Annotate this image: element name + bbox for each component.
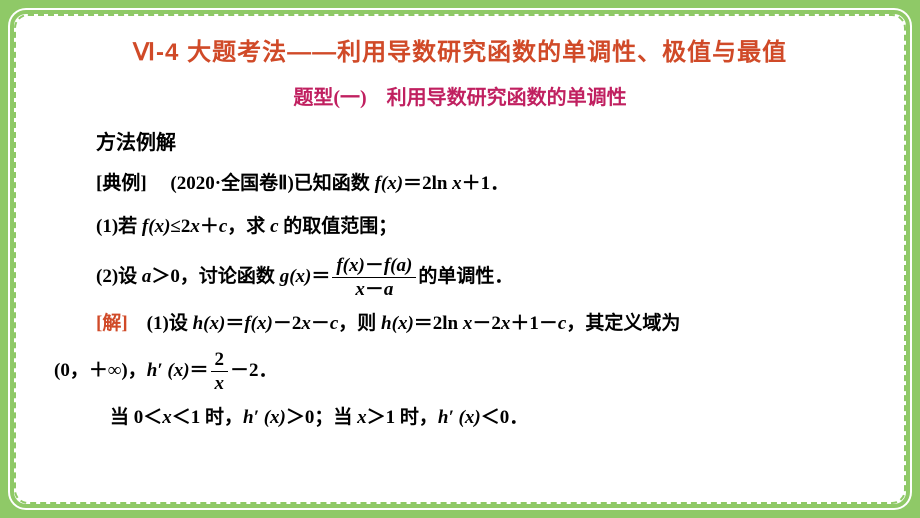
q1-plus: ＋ bbox=[200, 216, 219, 237]
stem-x: x bbox=[452, 173, 462, 194]
q2-a: a bbox=[142, 266, 152, 287]
sol-dom: ，其定义域为 bbox=[566, 313, 680, 334]
sol3d: h′ (x) bbox=[243, 407, 286, 428]
solution-line-3: 当 0＜x＜1 时，h′ (x)＞0；当 x＞1 时，h′ (x)＜0． bbox=[110, 405, 866, 432]
q1-op: ≤2 bbox=[170, 216, 190, 237]
method-header: 方法例解 bbox=[96, 126, 866, 155]
sol-h: h(x) bbox=[193, 313, 226, 334]
solution-line-2: (0，＋∞)，h′ (x)＝ 2 x －2． bbox=[54, 350, 866, 393]
sol3f: x bbox=[357, 407, 367, 428]
sol-f: f(x) bbox=[244, 313, 272, 334]
sol-eq: ＝ bbox=[225, 313, 244, 334]
stem-eq: ＝ bbox=[403, 173, 422, 194]
sol-m2x: －2 bbox=[273, 313, 302, 334]
solution-line-1: [解] (1)设 h(x)＝f(x)－2x－c，则 h(x)＝2ln x－2x＋… bbox=[96, 311, 866, 338]
slide-frame: Ⅵ-4 大题考法——利用导数研究函数的单调性、极值与最值 题型(一) 利用导数研… bbox=[8, 8, 912, 510]
example-source: (2020·全国卷Ⅱ) bbox=[151, 173, 293, 194]
q1-tail: 的取值范围； bbox=[279, 216, 398, 237]
sol3g: ＞1 时， bbox=[367, 407, 438, 428]
q2-g: g(x) bbox=[280, 266, 312, 287]
sol-frac-den: x bbox=[215, 373, 225, 394]
sol-x2: x bbox=[463, 313, 473, 334]
main-title: Ⅵ-4 大题考法——利用导数研究函数的单调性、极值与最值 bbox=[54, 32, 866, 67]
sol-eq2: ＝2ln bbox=[414, 313, 463, 334]
q1-x: x bbox=[190, 216, 200, 237]
q1-f: f(x) bbox=[142, 216, 170, 237]
sol3c: ＜1 时， bbox=[172, 407, 243, 428]
slide-content: Ⅵ-4 大题考法——利用导数研究函数的单调性、极值与最值 题型(一) 利用导数研… bbox=[10, 10, 910, 452]
sub-title: 题型(一) 利用导数研究函数的单调性 bbox=[54, 81, 866, 110]
sol3e: ＞0；当 bbox=[286, 407, 357, 428]
q2-den-b: a bbox=[384, 279, 394, 300]
sol3i: ＜0． bbox=[481, 407, 529, 428]
sol-p1: ＋1－ bbox=[510, 313, 558, 334]
sol3h: h′ (x) bbox=[438, 407, 481, 428]
sol-frac-num: 2 bbox=[211, 350, 229, 372]
q2-den-op: － bbox=[365, 279, 384, 300]
src-bold: 全国卷 bbox=[221, 173, 278, 194]
sol-dom2: (0，＋∞)， bbox=[54, 360, 147, 381]
q2-num-a: f(x) bbox=[336, 255, 364, 276]
src-prefix: (2020· bbox=[170, 173, 221, 194]
solution-label: [解] bbox=[96, 313, 128, 334]
q2-pre: 设 bbox=[118, 266, 142, 287]
sol-then: ，则 bbox=[338, 313, 381, 334]
stem-fx: f(x) bbox=[375, 173, 403, 194]
q1-c2: c bbox=[270, 216, 278, 237]
sol-x3: x bbox=[501, 313, 511, 334]
sol-x: x bbox=[301, 313, 311, 334]
sol-m2x2: －2 bbox=[472, 313, 501, 334]
sol3b: x bbox=[162, 407, 172, 428]
q2-eq: ＝ bbox=[311, 266, 330, 287]
sol3a: 当 0＜ bbox=[110, 407, 162, 428]
q2-num-b: f(a) bbox=[384, 255, 412, 276]
sol-eq3: ＝ bbox=[190, 360, 209, 381]
sol-hp: h′ (x) bbox=[147, 360, 190, 381]
question-2: (2)设 a＞0，讨论函数 g(x)＝ f(x)－f(a) x－a 的单调性． bbox=[96, 256, 866, 299]
q1-label: (1) bbox=[96, 216, 118, 237]
q2-label: (2) bbox=[96, 266, 118, 287]
sol-frac: 2 x bbox=[211, 350, 229, 393]
q1-post: ，求 bbox=[227, 216, 270, 237]
stem-text: 已知函数 bbox=[294, 173, 375, 194]
q2-fraction: f(x)－f(a) x－a bbox=[332, 256, 416, 299]
q1-pre: 若 bbox=[118, 216, 142, 237]
question-1: (1)若 f(x)≤2x＋c，求 c 的取值范围； bbox=[96, 214, 866, 241]
stem-2ln: 2ln bbox=[422, 173, 452, 194]
sol-m2: －2． bbox=[230, 360, 278, 381]
q2-gt: ＞0，讨论函数 bbox=[151, 266, 279, 287]
sol-mc: － bbox=[311, 313, 330, 334]
sol-h2: h(x) bbox=[381, 313, 414, 334]
q2-tail: 的单调性． bbox=[418, 266, 513, 287]
stem-tail: ＋1． bbox=[462, 173, 510, 194]
example-label: [典例] bbox=[96, 173, 147, 194]
example-stem: [典例] (2020·全国卷Ⅱ)已知函数 f(x)＝2ln x＋1． bbox=[96, 171, 866, 198]
q2-num-op: － bbox=[365, 255, 384, 276]
q2-den-a: x bbox=[355, 279, 365, 300]
sol-p1a: (1)设 bbox=[147, 313, 193, 334]
